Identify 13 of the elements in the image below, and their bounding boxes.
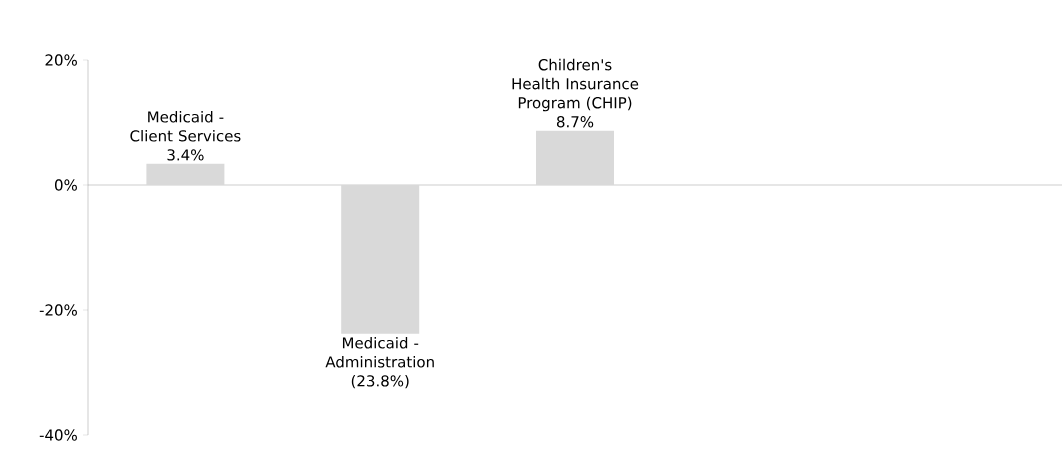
y-tick-label: 20% (45, 54, 77, 66)
data-label: 8.7% (556, 116, 594, 128)
x-tick-label: Medicaid - Client Services (130, 110, 241, 142)
data-label: (23.8%) (351, 374, 409, 389)
x-tick-label: Medicaid - Administration (325, 336, 434, 368)
y-tick-label: 0% (54, 179, 77, 191)
y-tick-label: -40% (39, 429, 77, 441)
bar (341, 185, 420, 334)
y-tick-label: -20% (39, 304, 77, 316)
bar (536, 130, 614, 185)
x-tick-label: Children's Health Insurance Program (CHIP) (512, 58, 639, 112)
bar (146, 163, 225, 185)
data-label: 3.4% (167, 149, 204, 161)
